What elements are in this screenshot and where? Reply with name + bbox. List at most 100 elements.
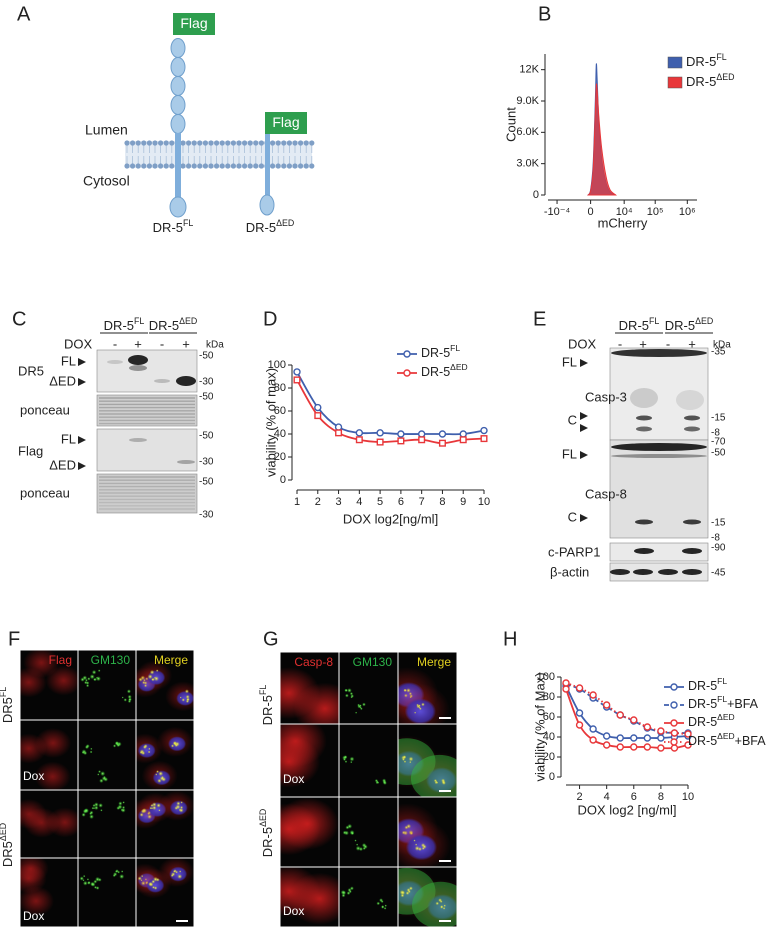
x-tick-label: 2 <box>576 791 582 803</box>
data-point <box>293 368 301 376</box>
golgi-dot <box>85 681 90 685</box>
x-axis-label: DOX log2 [ng/ml] <box>578 802 677 817</box>
golgi-dot <box>95 676 101 682</box>
golgi-dot <box>375 781 379 785</box>
micrograph <box>136 858 194 927</box>
golgi-dot <box>148 747 151 750</box>
kda-marker: -50 <box>711 448 726 459</box>
golgi-dot <box>185 699 190 704</box>
lipid-head <box>275 163 281 169</box>
golgi-dot <box>362 846 366 850</box>
lipid-head <box>163 163 169 169</box>
micrograph <box>398 797 457 867</box>
arrowhead <box>580 424 588 432</box>
domain <box>170 57 186 77</box>
domain <box>169 196 187 218</box>
arrowhead <box>580 412 588 420</box>
red-signal <box>23 807 60 838</box>
x-tick-label: 0 <box>588 206 594 218</box>
golgi-dot <box>119 874 125 879</box>
superscript: FL <box>716 52 726 62</box>
lipid-head <box>202 163 208 169</box>
micrograph <box>398 652 457 724</box>
golgi-dot <box>438 898 442 903</box>
golgi-dot <box>355 711 358 714</box>
arrowhead <box>78 358 86 366</box>
lipid-head <box>191 140 197 146</box>
golgi-dot <box>181 698 185 702</box>
image-background <box>78 790 136 858</box>
golgi-dot <box>97 669 101 673</box>
lipid-head <box>169 163 175 169</box>
fit-line <box>565 682 689 735</box>
data-point <box>670 729 679 737</box>
y-tick-label: 40 <box>274 428 286 440</box>
fit-line <box>296 371 485 436</box>
name-part: DR-5 <box>153 220 183 235</box>
golgi-dot <box>170 744 175 748</box>
data-point <box>643 723 652 731</box>
golgi-dot <box>93 678 96 681</box>
legend-marker <box>670 738 678 746</box>
golgi-dot <box>382 780 387 784</box>
golgi-dot <box>93 885 98 889</box>
x-tick-label: 10 <box>478 496 490 508</box>
red-signal <box>34 761 71 790</box>
x-tick-label: 9 <box>460 496 466 508</box>
data-point <box>575 721 584 729</box>
x-tick-label: 5 <box>377 496 383 508</box>
golgi-dot <box>180 801 183 804</box>
band-label: FL <box>61 431 76 446</box>
treatment-label: Dox <box>23 909 44 923</box>
data-point <box>355 436 363 444</box>
band <box>610 569 630 575</box>
lipid-head <box>186 140 192 146</box>
blot-label: β-actin <box>550 564 589 579</box>
micrograph <box>136 650 194 720</box>
panel-letter: H <box>503 628 517 650</box>
superscript: FL <box>717 676 727 686</box>
panel-letter: A <box>17 3 31 25</box>
kda-marker: -8 <box>711 428 720 439</box>
superscript: FL <box>649 316 659 326</box>
golgi-dot <box>413 839 416 842</box>
golgi-dot <box>117 804 123 810</box>
micrograph <box>280 797 339 867</box>
arrowhead <box>580 514 588 522</box>
data-point <box>602 741 611 749</box>
band <box>107 360 123 364</box>
x-tick-label: 6 <box>398 496 404 508</box>
micrograph <box>20 858 78 927</box>
lumen-label: Lumen <box>85 122 128 138</box>
band <box>129 365 147 371</box>
golgi-dot <box>90 747 93 750</box>
golgi-dot <box>87 881 91 885</box>
golgi-dot <box>402 758 405 761</box>
golgi-dot <box>112 874 116 878</box>
golgi-dot <box>434 781 438 785</box>
nucleus <box>146 877 165 893</box>
band <box>177 460 195 464</box>
kda-marker: -90 <box>711 543 726 554</box>
y-tick-label: 0 <box>549 771 555 783</box>
arrowhead <box>580 451 588 459</box>
legend-marker <box>403 350 411 358</box>
golgi-dot <box>152 805 157 811</box>
micrograph <box>398 724 457 797</box>
name-part: DR-5 <box>688 715 717 729</box>
golgi-dot <box>381 905 385 909</box>
superscript: ΔED <box>717 712 735 722</box>
nucleus <box>404 698 436 724</box>
lipid-head <box>225 163 231 169</box>
golgi-dot <box>180 805 184 810</box>
legend-marker <box>670 719 678 727</box>
lipid-head <box>242 163 248 169</box>
golgi-dot <box>148 881 153 887</box>
lipid-head <box>146 140 152 146</box>
superscript: FL <box>0 687 8 697</box>
band-label: FL <box>562 354 577 369</box>
lipid-head <box>247 163 253 169</box>
y-tick-label: 9.0K <box>516 95 539 107</box>
suffix: +BFA <box>735 734 767 748</box>
golgi-dot <box>116 742 120 746</box>
